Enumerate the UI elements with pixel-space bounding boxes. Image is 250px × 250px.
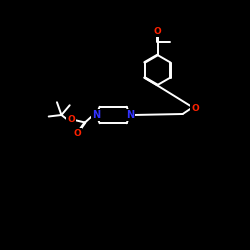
Text: O: O xyxy=(154,27,162,36)
Text: O: O xyxy=(67,115,75,124)
Text: O: O xyxy=(74,128,82,138)
Text: N: N xyxy=(92,110,100,120)
Text: O: O xyxy=(191,104,199,113)
Text: N: N xyxy=(126,110,134,120)
